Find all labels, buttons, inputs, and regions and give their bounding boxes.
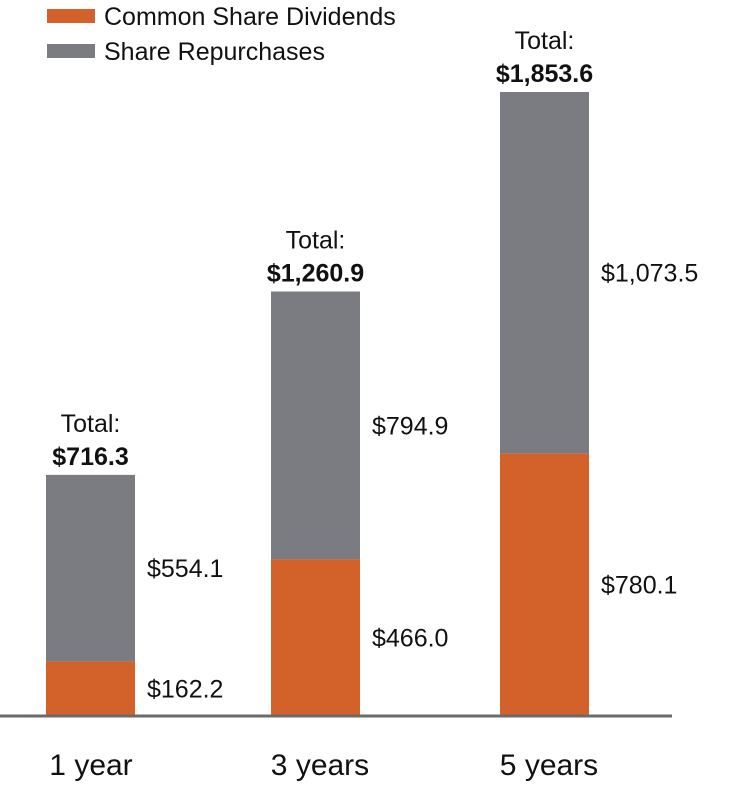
bar-segment-dividends-3 [500, 453, 589, 716]
bar-segment-repurchases-3 [500, 92, 589, 454]
legend-swatch-2 [47, 44, 95, 58]
bar-segment-dividends-1 [46, 661, 135, 716]
category-label-2: 3 years [271, 749, 369, 782]
total-caption-3: Total: [515, 27, 575, 55]
legend-swatch-1 [47, 9, 95, 23]
data-label-repurchases-1: $554.1 [147, 555, 223, 583]
total-value-3: $1,853.6 [496, 60, 593, 88]
legend-label-2: Share Repurchases [104, 38, 325, 66]
total-caption-2: Total: [286, 227, 346, 255]
total-value-1: $716.3 [52, 443, 128, 471]
bar-segment-repurchases-2 [271, 291, 360, 560]
category-label-3: 5 years [500, 749, 598, 782]
bar-segment-dividends-2 [271, 559, 360, 716]
data-label-dividends-3: $780.1 [601, 572, 677, 600]
legend-label-1: Common Share Dividends [104, 3, 396, 31]
total-caption-1: Total: [61, 410, 121, 438]
legend: Common Share Dividends Share Repurchases [47, 3, 396, 66]
category-labels: 1 year 3 years 5 years [49, 749, 598, 782]
bars [46, 92, 589, 716]
bar-segment-repurchases-1 [46, 474, 135, 662]
category-label-1: 1 year [49, 749, 132, 782]
data-label-dividends-1: $162.2 [147, 676, 223, 704]
data-label-repurchases-3: $1,073.5 [601, 260, 698, 288]
value-labels: $162.2 $554.1 Total: $716.3 $466.0 $794.9 Tota… [52, 27, 698, 704]
total-value-2: $1,260.9 [267, 260, 364, 288]
data-label-repurchases-2: $794.9 [372, 412, 448, 440]
data-label-dividends-2: $466.0 [372, 625, 448, 653]
